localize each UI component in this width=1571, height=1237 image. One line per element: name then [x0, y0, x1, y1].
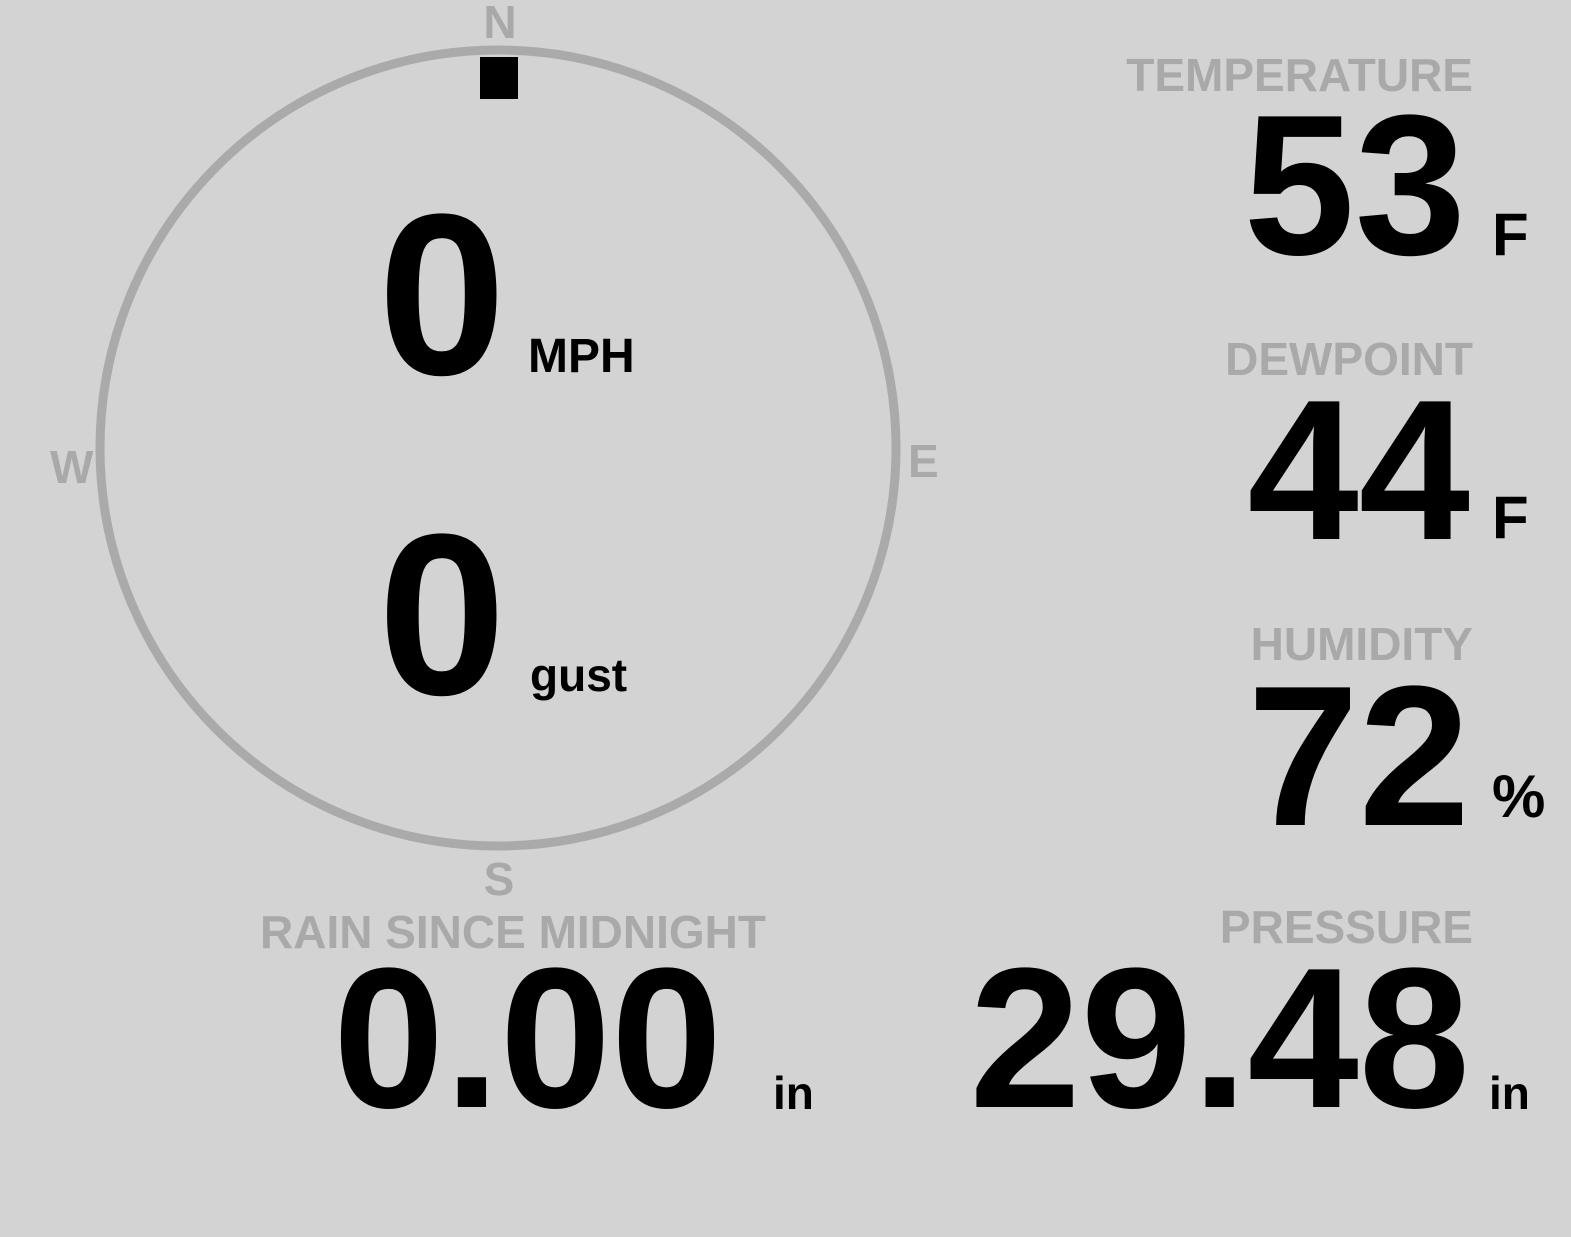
pressure-value: 29.48 [969, 927, 1471, 1150]
wind-speed-value: 0 [378, 166, 506, 423]
rain-unit: in [773, 1067, 814, 1119]
pressure-label: PRESSURE [1219, 901, 1473, 953]
compass-ring [95, 45, 901, 851]
temperature-unit: F [1492, 201, 1529, 268]
humidity-label: HUMIDITY [1250, 618, 1473, 670]
compass-north: N [483, 0, 517, 48]
wind-gust-value: 0 [378, 486, 506, 743]
dewpoint-value: 44 [1247, 359, 1470, 582]
temperature-label: TEMPERATURE [1126, 49, 1473, 101]
wind-speed-unit: MPH [528, 330, 635, 383]
rain-label: RAIN SINCE MIDNIGHT [260, 906, 766, 958]
dewpoint-label: DEWPOINT [1225, 333, 1473, 385]
compass-east: E [908, 435, 939, 487]
compass-west: W [50, 441, 94, 493]
humidity-unit: % [1492, 763, 1546, 830]
humidity-value: 72 [1247, 645, 1470, 868]
pressure-unit: in [1489, 1067, 1530, 1119]
rain-value: 0.00 [333, 927, 723, 1150]
wind-gust-label: gust [530, 649, 628, 701]
temperature-value: 53 [1243, 74, 1466, 297]
wind-direction-needle [480, 57, 518, 99]
dewpoint-unit: F [1492, 484, 1529, 551]
compass-south: S [483, 853, 515, 905]
